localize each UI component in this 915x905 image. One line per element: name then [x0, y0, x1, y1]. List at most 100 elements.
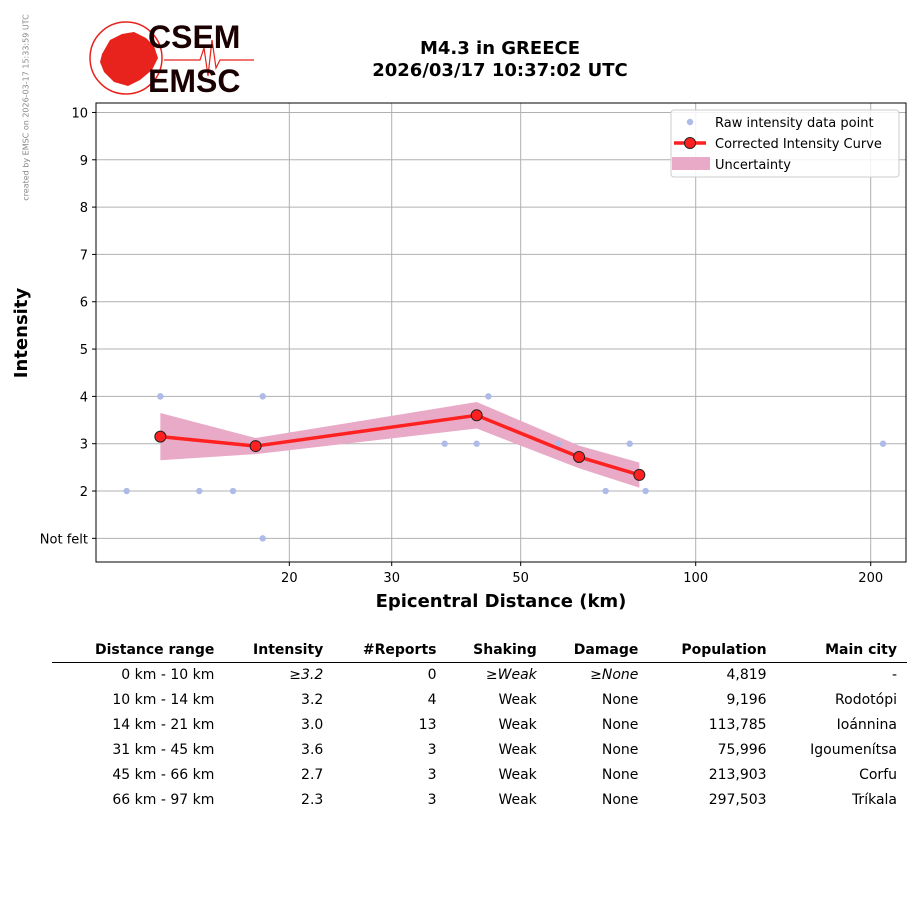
raw-data-point	[626, 440, 633, 447]
y-tick-label: 9	[80, 154, 88, 169]
table-cell: 3	[427, 742, 437, 758]
x-axis-label: Epicentral Distance (km)	[376, 591, 627, 612]
table-cell: 0 km - 10 km	[121, 667, 215, 683]
table-cell: Weak	[498, 692, 537, 708]
curve-point	[633, 468, 646, 481]
table-cell: 3	[427, 792, 437, 808]
table-cell: Ioánnina	[836, 717, 897, 733]
table-cell: None	[601, 717, 639, 733]
table-row: 66 km - 97 km 2.3 3 Weak None 297,503 Tríkala	[52, 788, 907, 813]
legend-box	[670, 109, 900, 178]
table-cell: 2.3	[301, 792, 324, 808]
csem-emsc-logo: CSEM EMSC	[89, 19, 254, 98]
curve-point	[249, 440, 262, 453]
table-row: 0 km - 10 km ≥3.2 0 ≥Weak ≥None 4,819 -	[52, 663, 907, 689]
curve-point	[154, 430, 167, 443]
table-cell: Weak	[498, 717, 537, 733]
raw-data-point	[259, 393, 266, 400]
logo-text-csem: CSEM	[148, 19, 240, 55]
table-row: 14 km - 21 km 3.0 13 Weak None 113,785 Ioánnin…	[52, 713, 907, 738]
x-tick-label: 100	[683, 571, 708, 586]
table-cell: -	[891, 667, 897, 683]
table-cell: 0	[427, 667, 437, 683]
table-cell: 113,785	[708, 717, 767, 733]
table-cell: 3.6	[301, 742, 324, 758]
table-cell: 3.2	[301, 692, 324, 708]
table-cell: 45 km - 66 km	[112, 767, 215, 783]
x-tick-label: 20	[281, 571, 298, 586]
legend-label: Corrected Intensity Curve	[715, 137, 882, 152]
table-cell: ≥Weak	[485, 667, 537, 683]
curve-point	[470, 409, 483, 422]
raw-data-point	[602, 487, 609, 495]
y-axis-label: Intensity	[11, 288, 32, 379]
legend-label: Uncertainty	[715, 158, 791, 173]
table-cell: 75,996	[717, 742, 767, 758]
y-tick-label: 4	[80, 390, 88, 405]
raw-data-point	[485, 393, 492, 400]
y-tick-label: 10	[71, 106, 88, 121]
title-datetime: 2026/03/17 10:37:02 UTC	[372, 60, 628, 81]
table-cell: 3.0	[301, 717, 324, 733]
column-header: Distance range	[52, 640, 225, 663]
logo-globe-ring	[89, 21, 163, 95]
table-header-row: Distance range Intensity #Reports Shaking Da…	[52, 640, 907, 663]
table-cell: 9,196	[726, 692, 767, 708]
uncertainty-layer	[160, 402, 640, 488]
raw-data-point	[642, 487, 649, 495]
table-cell: 66 km - 97 km	[112, 792, 215, 808]
legend-band-swatch	[672, 157, 710, 170]
table-cell: 2.7	[301, 767, 324, 783]
raw-data-point	[123, 487, 130, 495]
table-row: 10 km - 14 km 3.2 4 Weak None 9,196 Rodotópi	[52, 688, 907, 713]
chart-title: M4.3 in GREECE 2026/03/17 10:37:02 UTC	[300, 38, 700, 82]
raw-points-layer	[123, 393, 887, 542]
logo-seismogram	[164, 39, 254, 77]
table-cell: 297,503	[708, 792, 767, 808]
table-cell: None	[601, 742, 639, 758]
intensity-chart: 20 30 50 100 200 Not felt 2 3 4 5 6 7 8 9 10 Epicentra…	[11, 102, 907, 612]
logo-map-shape	[100, 32, 158, 86]
ticks-layer: 20 30 50 100 200 Not felt 2 3 4 5 6 7 8 9 10	[40, 106, 883, 586]
y-tick-label: 3	[80, 438, 88, 453]
raw-data-point	[157, 393, 164, 400]
raw-data-point	[441, 440, 448, 447]
table-cell: Rodotópi	[835, 692, 897, 708]
raw-data-point	[879, 440, 887, 447]
legend-raw-marker	[686, 118, 694, 126]
x-tick-label: 50	[512, 571, 529, 586]
table-row: 31 km - 45 km 3.6 3 Weak None 75,996 Igoumenít…	[52, 738, 907, 763]
raw-data-point	[554, 440, 562, 447]
table-cell: 13	[418, 717, 437, 733]
raw-data-point	[196, 487, 203, 495]
table-cell: 14 km - 21 km	[112, 717, 215, 733]
y-tick-label: 2	[80, 485, 88, 500]
raw-data-point	[259, 535, 266, 542]
table-cell: 4	[427, 692, 437, 708]
column-header: Population	[648, 640, 777, 663]
table-cell: Weak	[498, 767, 537, 783]
legend-curve-marker	[684, 137, 696, 149]
grid-layer	[96, 103, 906, 562]
table-cell: ≥None	[590, 667, 639, 683]
logo-text-emsc: EMSC	[148, 63, 240, 98]
table-row: 45 km - 66 km 2.7 3 Weak None 213,903 Corfu	[52, 763, 907, 788]
table-cell: 213,903	[708, 767, 767, 783]
table-cell: ≥3.2	[289, 667, 324, 683]
y-tick-label: 5	[80, 343, 88, 358]
table-cell: Weak	[498, 742, 537, 758]
column-header: Damage	[546, 640, 649, 663]
column-header: Shaking	[446, 640, 547, 663]
table-cell: Weak	[498, 792, 537, 808]
intensity-summary-table: Distance range Intensity #Reports Shaking Da…	[52, 640, 907, 813]
curve-point	[573, 450, 586, 463]
table-cell: 3	[427, 767, 437, 783]
y-tick-label: 6	[80, 296, 88, 311]
table-cell: 4,819	[726, 667, 767, 683]
x-tick-label: 200	[858, 571, 883, 586]
title-event: M4.3 in GREECE	[419, 38, 581, 59]
table-cell: None	[601, 692, 639, 708]
raw-data-point	[229, 487, 237, 495]
column-header: Intensity	[224, 640, 334, 663]
y-tick-label: Not felt	[40, 532, 88, 547]
